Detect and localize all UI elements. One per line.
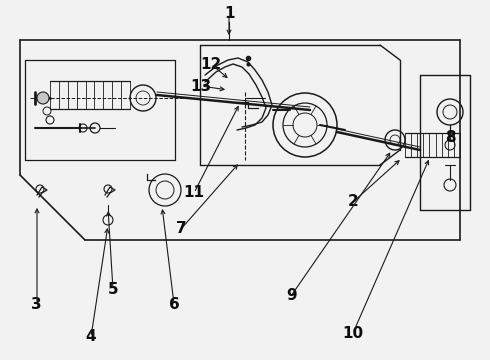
Text: 5: 5 — [107, 282, 118, 297]
Text: 9: 9 — [286, 288, 297, 303]
Text: 7: 7 — [176, 221, 187, 236]
Text: 12: 12 — [200, 57, 221, 72]
Text: 6: 6 — [169, 297, 179, 312]
Text: 8: 8 — [445, 130, 456, 145]
Text: 2: 2 — [347, 194, 358, 209]
Text: 11: 11 — [183, 185, 204, 200]
Text: 13: 13 — [190, 79, 212, 94]
Circle shape — [37, 92, 49, 104]
Text: 10: 10 — [342, 325, 364, 341]
Text: 4: 4 — [85, 329, 96, 344]
Text: 3: 3 — [31, 297, 42, 312]
Text: 1: 1 — [224, 6, 235, 21]
